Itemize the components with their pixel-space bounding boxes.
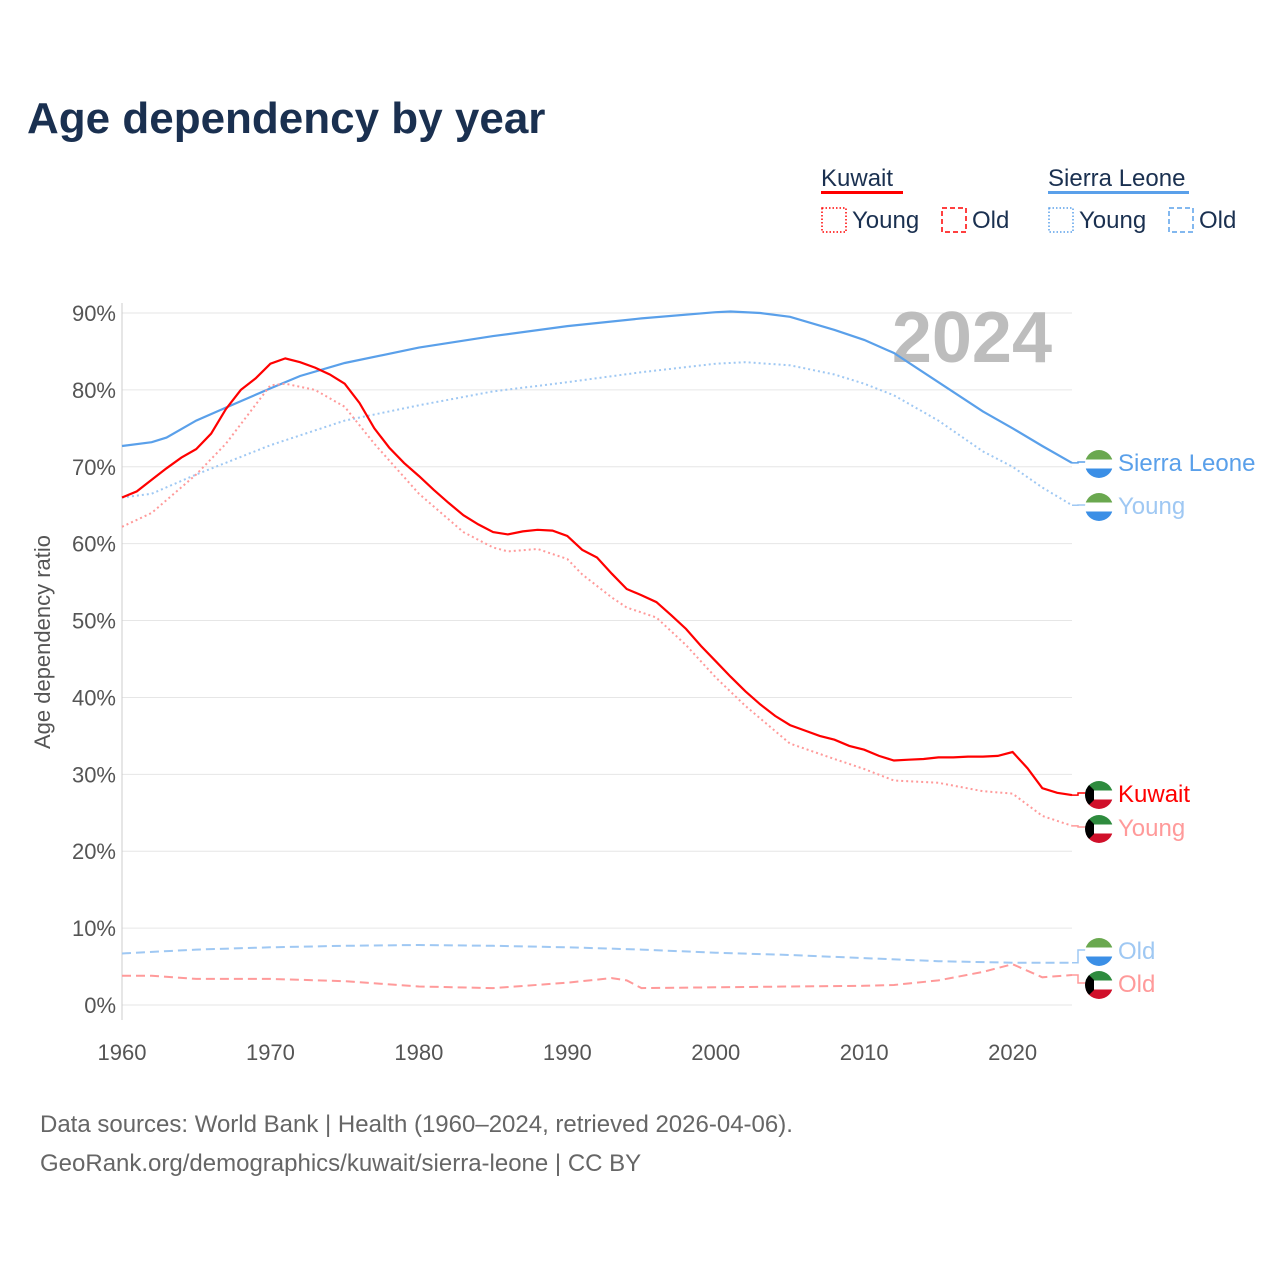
y-tick-label: 70% bbox=[72, 455, 116, 480]
sierra-leone-flag-icon bbox=[1085, 938, 1113, 966]
x-tick-label: 2020 bbox=[988, 1040, 1037, 1065]
y-axis-label: Age dependency ratio bbox=[30, 535, 55, 749]
year-label: 2024 bbox=[892, 298, 1052, 378]
footer-sources: Data sources: World Bank | Health (1960–… bbox=[40, 1111, 793, 1138]
y-tick-label: 50% bbox=[72, 609, 116, 634]
y-tick-label: 40% bbox=[72, 685, 116, 710]
x-tick-label: 2010 bbox=[840, 1040, 889, 1065]
x-tick-label: 1990 bbox=[543, 1040, 592, 1065]
label-connector bbox=[1072, 949, 1086, 964]
kuwait-flag-icon bbox=[1085, 815, 1113, 843]
legend-item[interactable]: Young bbox=[852, 207, 919, 234]
y-tick-label: 30% bbox=[72, 762, 116, 787]
label-connector bbox=[1072, 825, 1086, 828]
kuwait-flag-icon bbox=[1085, 971, 1113, 999]
y-tick-label: 10% bbox=[72, 916, 116, 941]
legend-dashed-swatch-icon bbox=[941, 207, 967, 233]
legend-group-underline bbox=[1048, 191, 1189, 194]
end-label: Old bbox=[1118, 971, 1155, 998]
legend-group-title[interactable]: Sierra Leone bbox=[1048, 165, 1185, 192]
y-tick-label: 90% bbox=[72, 301, 116, 326]
series-line-kuwait-old bbox=[122, 963, 1073, 990]
footer-url[interactable]: GeoRank.org/demographics/kuwait/sierra-l… bbox=[40, 1150, 641, 1177]
x-tick-label: 1980 bbox=[394, 1040, 443, 1065]
sierra-leone-flag-icon bbox=[1085, 450, 1113, 478]
legend-item[interactable]: Old bbox=[1199, 207, 1236, 234]
y-tick-label: 60% bbox=[72, 532, 116, 557]
end-label: Young bbox=[1118, 493, 1185, 520]
legend-item[interactable]: Old bbox=[972, 207, 1009, 234]
legend-dotted-swatch-icon bbox=[1048, 207, 1074, 233]
label-connector bbox=[1072, 974, 1086, 984]
series-line-kuwait-young bbox=[121, 382, 1073, 827]
label-connector bbox=[1072, 461, 1086, 464]
series-line-sierra-leone-young bbox=[121, 361, 1073, 507]
end-label: Kuwait bbox=[1118, 781, 1190, 808]
legend-group-title[interactable]: Kuwait bbox=[821, 165, 893, 192]
legend: Kuwait Young Old Sierra Leone Young Old bbox=[821, 165, 1236, 234]
series-line-sierra-leone bbox=[121, 310, 1073, 464]
kuwait-flag-icon bbox=[1085, 781, 1113, 809]
series-line-sierra-leone-old bbox=[121, 943, 1072, 964]
legend-item[interactable]: Young bbox=[1079, 207, 1146, 234]
y-tick-label: 0% bbox=[84, 993, 116, 1018]
x-tick-label: 2000 bbox=[691, 1040, 740, 1065]
end-label: Old bbox=[1118, 938, 1155, 965]
series-line-kuwait bbox=[121, 357, 1073, 797]
x-tick-label: 1970 bbox=[246, 1040, 295, 1065]
end-label: Sierra Leone bbox=[1118, 450, 1255, 477]
sierra-leone-flag-icon bbox=[1085, 493, 1113, 521]
chart-title: Age dependency by year bbox=[27, 94, 545, 143]
legend-dotted-swatch-icon bbox=[821, 207, 847, 233]
x-tick-label: 1960 bbox=[98, 1040, 147, 1065]
end-label: Young bbox=[1118, 815, 1185, 842]
legend-dashed-swatch-icon bbox=[1168, 207, 1194, 233]
y-tick-label: 80% bbox=[72, 378, 116, 403]
y-tick-label: 20% bbox=[72, 839, 116, 864]
label-connector bbox=[1072, 792, 1086, 796]
legend-group-underline bbox=[821, 191, 903, 194]
